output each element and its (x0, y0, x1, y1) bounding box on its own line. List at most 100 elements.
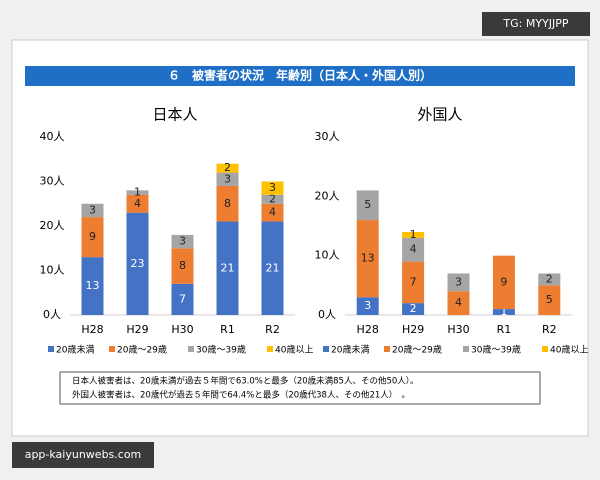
bar-segment (171, 234, 194, 249)
legend-label: 20歳未満 (331, 344, 369, 356)
legend-label: 20歳未満 (56, 344, 94, 356)
legend-label: 40歳以上 (550, 344, 588, 356)
data-label: 3 (364, 299, 371, 312)
data-label: 4 (134, 197, 141, 210)
legend-label: 20歳～29歳 (392, 344, 442, 356)
data-label: 7 (179, 292, 186, 305)
data-label: 13 (86, 279, 100, 292)
y-tick-label: 20人 (315, 189, 340, 202)
bar-segment (126, 190, 149, 195)
legend-label: 30歳～39歳 (196, 344, 246, 356)
watermark: TG: MYYJJPP (502, 17, 568, 30)
x-tick-label: R2 (542, 323, 557, 336)
y-tick-label: 30人 (40, 175, 65, 188)
data-label: 21 (266, 261, 280, 274)
y-tick-label: 0人 (318, 308, 336, 321)
x-tick-label: R2 (265, 323, 280, 336)
y-tick-label: 40人 (40, 130, 65, 143)
chart-title: 外国人 (417, 106, 462, 124)
data-label: 4 (269, 206, 276, 219)
bar-segment (447, 291, 470, 315)
x-tick-label: R1 (220, 323, 235, 336)
data-label: 4 (410, 243, 417, 256)
data-label: 2 (546, 272, 553, 285)
header-title: ６ 被害者の状況 年齢別（日本人・外国人別） (168, 68, 432, 83)
legend-swatch (267, 346, 273, 352)
x-tick-label: H28 (81, 323, 103, 336)
y-tick-label: 30人 (315, 130, 340, 143)
bar-segment (261, 181, 284, 195)
data-label: 4 (455, 296, 462, 309)
legend-swatch (323, 346, 329, 352)
x-tick-label: H29 (126, 323, 148, 336)
data-label: 2 (269, 192, 276, 205)
slide-area (11, 39, 589, 437)
data-label: 1 (410, 228, 417, 241)
bar-segment (261, 203, 284, 222)
data-label: 8 (224, 197, 231, 210)
data-label: 8 (179, 259, 186, 272)
legend-label: 30歳～39歳 (471, 344, 521, 356)
data-label: 3 (179, 235, 186, 248)
watermark: app-kaiyunwebs.com (25, 448, 142, 461)
bar-segment (216, 172, 239, 186)
data-label: 13 (361, 252, 375, 265)
bar-segment (216, 163, 239, 173)
legend-swatch (463, 346, 469, 352)
data-label: 2 (224, 161, 231, 174)
bar-segment (356, 297, 379, 315)
data-label: 23 (131, 257, 145, 270)
y-tick-label: 0人 (43, 308, 61, 321)
legend-label: 40歳以上 (275, 344, 313, 356)
bar-segment (538, 285, 561, 315)
data-label: 1 (134, 186, 141, 199)
bar-segment (261, 194, 284, 204)
data-label: 7 (410, 275, 417, 288)
bar-segment (171, 283, 194, 315)
watermark-box (12, 442, 154, 468)
bar-segment (492, 309, 515, 315)
legend-swatch (109, 346, 115, 352)
data-label: 3 (269, 181, 276, 194)
x-tick-label: H28 (357, 323, 379, 336)
data-label: 9 (89, 230, 96, 243)
legend-label: 20歳～29歳 (117, 344, 167, 356)
x-tick-label: H30 (171, 323, 193, 336)
data-label: 3 (224, 172, 231, 185)
bar-segment (171, 248, 194, 284)
bar-segment (261, 221, 284, 315)
bar-segment (402, 231, 425, 238)
y-tick-label: 10人 (315, 249, 340, 262)
legend-swatch (384, 346, 390, 352)
bar-segment (492, 255, 515, 310)
data-label: 3 (89, 203, 96, 216)
bar-segment (538, 273, 561, 286)
bar-segment (356, 220, 379, 298)
note: 外国人被害者は、20歳代が過去５年間で64.4%と最多（20歳代38人、その他2… (72, 390, 410, 401)
bar-segment (126, 212, 149, 315)
bar-segment (402, 261, 425, 304)
bar-segment (356, 190, 379, 221)
bar-segment (216, 185, 239, 222)
data-label: 9 (500, 275, 507, 288)
legend-swatch (542, 346, 548, 352)
bar-segment (81, 203, 104, 218)
legend-swatch (188, 346, 194, 352)
data-label: 2 (410, 302, 417, 315)
bar-segment (216, 221, 239, 315)
header-bar (25, 66, 575, 86)
bar-segment (402, 303, 425, 315)
bar-segment (81, 257, 104, 315)
bar-segment (447, 273, 470, 292)
bar-segment (402, 237, 425, 262)
data-label: 21 (221, 261, 235, 274)
chart-title: 日本人 (152, 106, 197, 124)
data-label: 3 (455, 275, 462, 288)
x-tick-label: R1 (497, 323, 512, 336)
y-tick-label: 10人 (40, 264, 65, 277)
data-label: 5 (546, 293, 553, 306)
data-label: 1 (500, 305, 507, 318)
bar-segment (126, 194, 149, 213)
legend-swatch (48, 346, 54, 352)
